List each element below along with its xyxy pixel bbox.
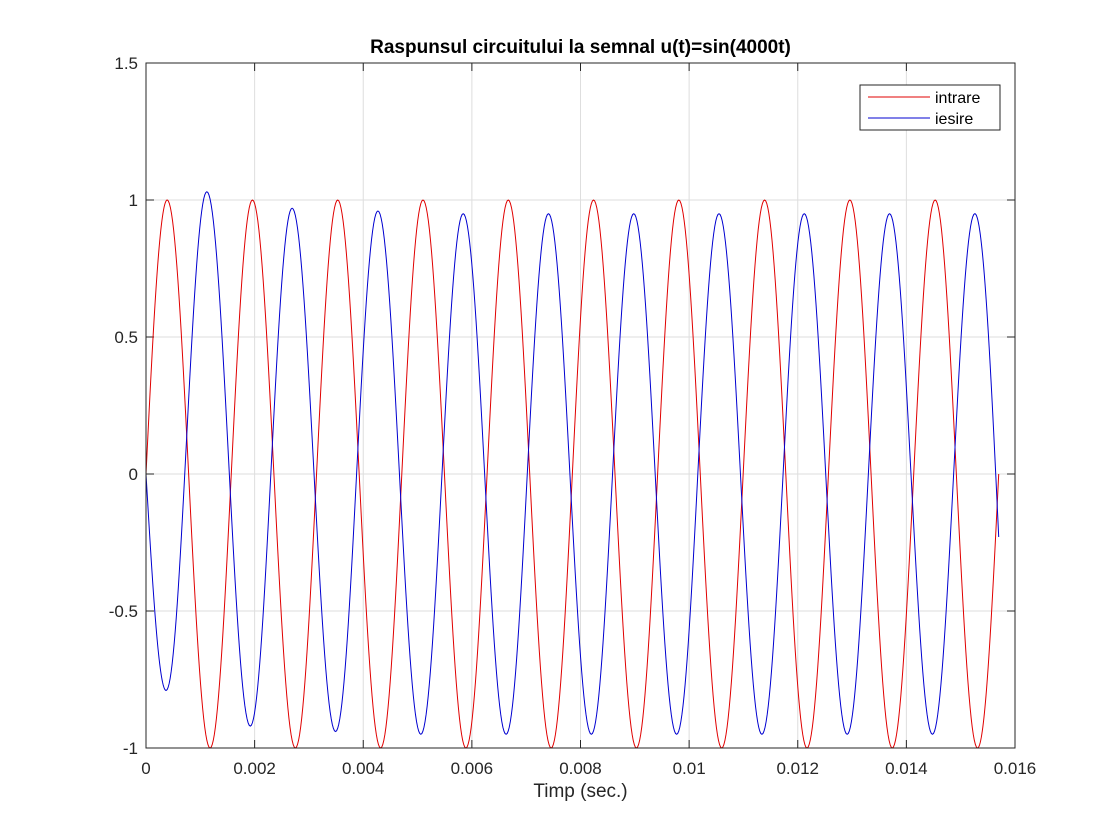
series-line-intrare — [145, 199, 1000, 749]
y-tick-label: 1 — [129, 191, 138, 210]
series-layer — [145, 191, 1000, 749]
x-tick-label: 0.012 — [776, 759, 819, 778]
y-tick-label: 0 — [129, 465, 138, 484]
x-tick-label: 0.014 — [885, 759, 928, 778]
tick-labels: 0 0.002 0.004 0.006 0.008 0.01 0.012 0.014 0.016… — [109, 54, 1037, 778]
x-tick-label: 0.002 — [233, 759, 276, 778]
x-tick-label: 0.01 — [673, 759, 706, 778]
legend: intrare iesire — [859, 84, 1001, 131]
y-tick-label: 0.5 — [114, 328, 138, 347]
legend-box — [859, 84, 1001, 131]
series-line-iesire — [145, 191, 1000, 735]
x-tick-label: 0.008 — [559, 759, 602, 778]
x-tick-label: 0 — [141, 759, 150, 778]
x-tick-label: 0.016 — [994, 759, 1037, 778]
y-tick-label: 1.5 — [114, 54, 138, 73]
chart-title: Raspunsul circuitului la semnal u(t)=sin… — [370, 37, 791, 58]
plot-frame — [145, 62, 1016, 749]
y-tick-label: -1 — [123, 739, 138, 758]
legend-label-intrare: intrare — [935, 90, 980, 107]
x-axis-label: Timp (sec.) — [533, 781, 627, 802]
x-tick-label: 0.006 — [451, 759, 494, 778]
x-tick-label: 0.004 — [342, 759, 385, 778]
legend-label-iesire: iesire — [935, 111, 973, 128]
grid — [145, 62, 1016, 749]
y-tick-label: -0.5 — [109, 602, 138, 621]
